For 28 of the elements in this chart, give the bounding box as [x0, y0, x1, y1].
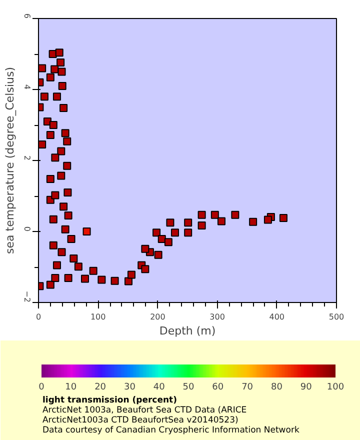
text: ArcticNet1003a CTD BeaufortSea v20140523) [42, 416, 238, 426]
y-tick-label: 6 [22, 13, 32, 19]
text: ArcticNet 1003a, Beaufort Sea CTD Data (ARICE [42, 406, 247, 416]
color-bar-label: 40 [153, 382, 166, 392]
color-bar-label: 50 [182, 382, 194, 392]
color-bar-label: 100 [326, 382, 344, 392]
x-axis-title: Depth (m) [159, 324, 216, 338]
color-bar-label: 80 [270, 382, 283, 392]
x-tick-label: 100 [90, 312, 106, 322]
x-tick-label: 200 [150, 312, 166, 322]
color-bar-label: 0 [38, 382, 45, 392]
color-bar-title: light transmission (percent) [42, 396, 178, 406]
color-bar-label: 10 [65, 382, 77, 392]
y-tick-label: 2 [22, 155, 32, 161]
y-axis-title: sea temperature (degree_Celsius) [4, 67, 16, 254]
x-tick-label: 500 [328, 312, 344, 322]
x-tick-label: 300 [210, 312, 225, 322]
color-bar-label: 30 [124, 382, 136, 392]
color-bar-label: 60 [212, 382, 224, 392]
color-bar-label: 90 [300, 382, 312, 392]
y-tick-label: −2 [22, 290, 32, 303]
y-tick-label: 4 [22, 84, 32, 90]
x-tick-label: 0 [36, 312, 42, 322]
x-tick-label: 400 [269, 312, 285, 322]
y-tick-label: 0 [22, 226, 32, 232]
color-bar-label: 70 [242, 382, 254, 392]
color-bar-label: 20 [94, 382, 106, 392]
text: Data courtesy of Canadian Cryospheric Information Network [42, 426, 300, 436]
